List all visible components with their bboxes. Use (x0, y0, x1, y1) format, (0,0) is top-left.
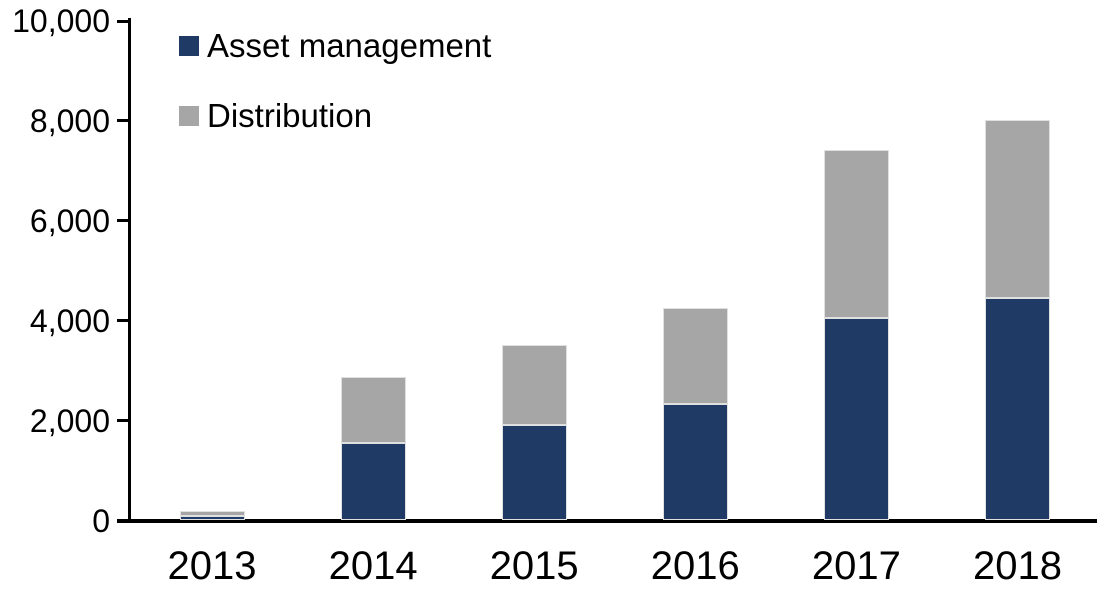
y-tick-label: 2,000 (29, 402, 110, 439)
bar-segment-asset-management-2015 (501, 425, 567, 520)
bar-2016 (662, 307, 728, 520)
y-tick-label: 8,000 (29, 102, 110, 139)
bar-2014 (340, 376, 406, 520)
y-tick-mark (117, 19, 130, 23)
x-tick-label-2013: 2013 (167, 544, 257, 588)
bar-segment-asset-management-2018 (985, 298, 1050, 520)
bar-segment-asset-management-2013 (179, 516, 245, 520)
bar-segment-distribution-2013 (179, 511, 245, 517)
distribution-swatch-icon (179, 105, 199, 126)
legend-label-distribution: Distribution (207, 97, 373, 134)
y-axis-line (128, 18, 131, 522)
x-tick-label-2017: 2017 (811, 544, 901, 588)
x-tick-label-2015: 2015 (489, 544, 579, 588)
x-tick-label-2014: 2014 (328, 544, 418, 588)
legend-item-asset-management: Asset management (179, 29, 491, 62)
y-tick-label: 4,000 (29, 302, 110, 339)
y-tick-mark (117, 219, 130, 223)
y-tick-mark (117, 319, 130, 323)
bar-2013 (179, 511, 245, 520)
y-tick-mark (117, 419, 130, 423)
y-tick-mark (117, 119, 130, 123)
bar-segment-asset-management-2017 (823, 317, 889, 520)
legend-label-asset-management: Asset management (207, 27, 492, 64)
y-tick-label: 6,000 (29, 202, 110, 239)
bar-2018 (985, 120, 1050, 520)
bar-segment-asset-management-2016 (662, 404, 728, 520)
bar-segment-distribution-2015 (501, 345, 567, 426)
bar-2017 (823, 150, 889, 520)
bar-segment-distribution-2017 (823, 150, 889, 318)
y-tick-label: 10,000 (12, 3, 110, 39)
y-tick-mark (117, 519, 130, 522)
legend-item-distribution: Distribution (179, 99, 372, 132)
x-tick-label-2016: 2016 (650, 544, 740, 588)
bar-segment-distribution-2016 (662, 307, 728, 405)
y-tick-label: 0 (92, 502, 110, 539)
bar-2015 (501, 345, 567, 520)
bar-segment-distribution-2018 (985, 120, 1050, 299)
asset-management-swatch-icon (179, 35, 199, 56)
bar-segment-distribution-2014 (340, 376, 406, 443)
bar-segment-asset-management-2014 (340, 442, 406, 520)
x-axis-line (117, 519, 1097, 523)
x-tick-label-2018: 2018 (973, 544, 1062, 588)
